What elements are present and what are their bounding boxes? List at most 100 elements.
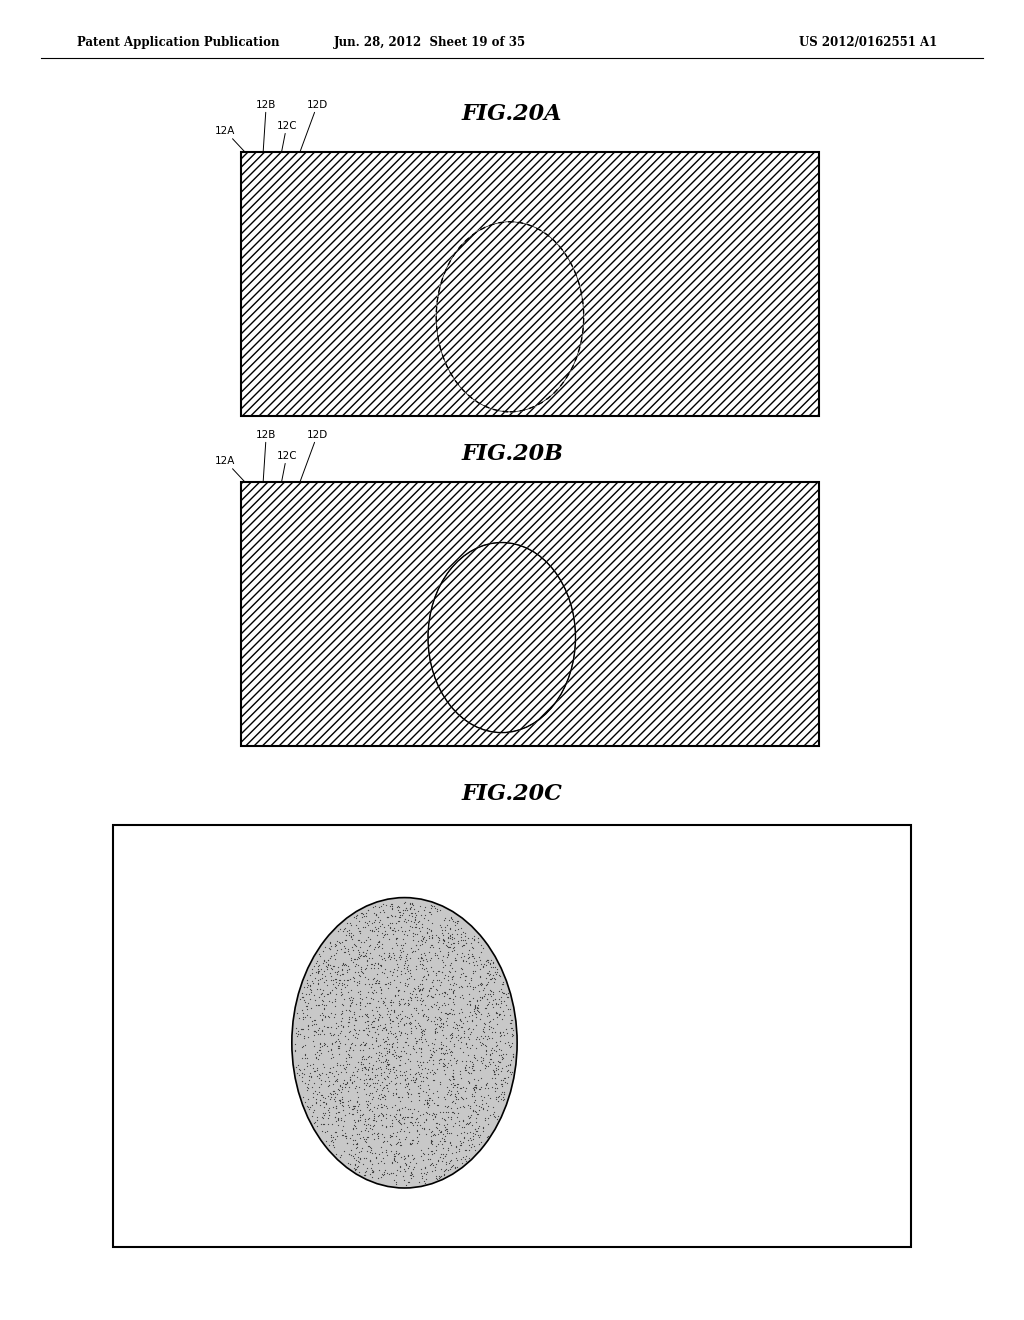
Point xyxy=(466,929,482,950)
Point xyxy=(423,1154,439,1175)
Point xyxy=(425,1142,441,1163)
Point xyxy=(402,911,419,932)
Point xyxy=(450,1030,466,1051)
Point xyxy=(453,1148,469,1170)
Point xyxy=(390,896,407,917)
Point xyxy=(456,962,472,983)
Point xyxy=(470,932,486,953)
Point xyxy=(427,1159,443,1180)
Point xyxy=(287,1034,303,1055)
Point xyxy=(402,966,419,987)
Point xyxy=(356,1019,373,1040)
Point xyxy=(408,1063,424,1084)
Point xyxy=(384,1034,400,1055)
Point xyxy=(379,1065,395,1086)
Point xyxy=(393,916,410,937)
Point xyxy=(399,1106,416,1127)
Point xyxy=(370,1010,386,1031)
Point xyxy=(311,944,328,965)
Point xyxy=(430,1134,446,1155)
Point xyxy=(391,994,408,1015)
Point xyxy=(468,1111,484,1133)
Point xyxy=(313,1063,330,1084)
Point xyxy=(425,1123,441,1144)
Point xyxy=(488,962,505,983)
Point xyxy=(504,1026,520,1047)
Point xyxy=(379,1040,395,1061)
Point xyxy=(424,1044,440,1065)
Point xyxy=(371,912,387,933)
Point xyxy=(490,989,507,1010)
Point xyxy=(465,977,481,998)
Point xyxy=(347,962,364,983)
Point xyxy=(351,970,368,991)
Point xyxy=(326,1065,342,1086)
Point xyxy=(493,997,509,1018)
Point xyxy=(373,1084,389,1105)
Point xyxy=(365,1123,381,1144)
Point xyxy=(328,1018,344,1039)
Point xyxy=(357,912,374,933)
Point xyxy=(407,909,423,931)
Point xyxy=(384,991,400,1012)
Point xyxy=(389,1007,406,1028)
Point xyxy=(499,1072,515,1093)
Point xyxy=(440,909,457,931)
Point xyxy=(371,1143,387,1164)
Point xyxy=(417,1111,433,1133)
Point xyxy=(341,1047,357,1068)
Point xyxy=(328,977,344,998)
Point xyxy=(403,1144,420,1166)
Point xyxy=(361,948,378,969)
Point xyxy=(402,1090,419,1111)
Point xyxy=(382,1134,398,1155)
Point xyxy=(429,1150,445,1171)
Point xyxy=(378,1056,394,1077)
Point xyxy=(361,1093,378,1114)
Point xyxy=(443,969,460,990)
Point xyxy=(381,1040,397,1061)
Point xyxy=(416,958,432,979)
Point xyxy=(421,902,437,923)
Point xyxy=(426,1019,442,1040)
Point xyxy=(427,1063,443,1084)
Point xyxy=(421,1086,437,1107)
Text: FIG.20C: FIG.20C xyxy=(462,783,562,805)
Point xyxy=(419,1051,435,1072)
Point xyxy=(317,994,334,1015)
Point xyxy=(347,913,364,935)
Point xyxy=(336,954,352,975)
Point xyxy=(458,1113,474,1134)
Point xyxy=(408,935,424,956)
Point xyxy=(361,1045,378,1067)
Point xyxy=(306,1036,323,1057)
Point xyxy=(315,1034,332,1055)
Point xyxy=(353,1057,370,1078)
Point xyxy=(319,1107,336,1129)
Point xyxy=(487,1080,504,1101)
Point xyxy=(310,954,327,975)
Point xyxy=(336,1069,352,1090)
Point xyxy=(440,1039,457,1060)
Point xyxy=(370,1094,386,1115)
Point xyxy=(484,1068,501,1089)
Point xyxy=(332,1090,348,1111)
Point xyxy=(472,949,488,970)
Point xyxy=(441,1159,458,1180)
Point xyxy=(404,941,421,962)
Point xyxy=(381,945,397,966)
Point xyxy=(444,929,461,950)
Point xyxy=(309,1106,326,1127)
Point xyxy=(443,1023,460,1044)
Point xyxy=(436,1044,453,1065)
Point xyxy=(325,1114,341,1135)
Point xyxy=(399,968,416,989)
Point xyxy=(323,1130,339,1151)
Point xyxy=(412,1172,428,1193)
Point xyxy=(365,1115,381,1137)
Point xyxy=(383,1134,399,1155)
Point xyxy=(402,982,419,1003)
Point xyxy=(335,1055,351,1076)
Point xyxy=(389,919,406,940)
Point xyxy=(458,1032,474,1053)
